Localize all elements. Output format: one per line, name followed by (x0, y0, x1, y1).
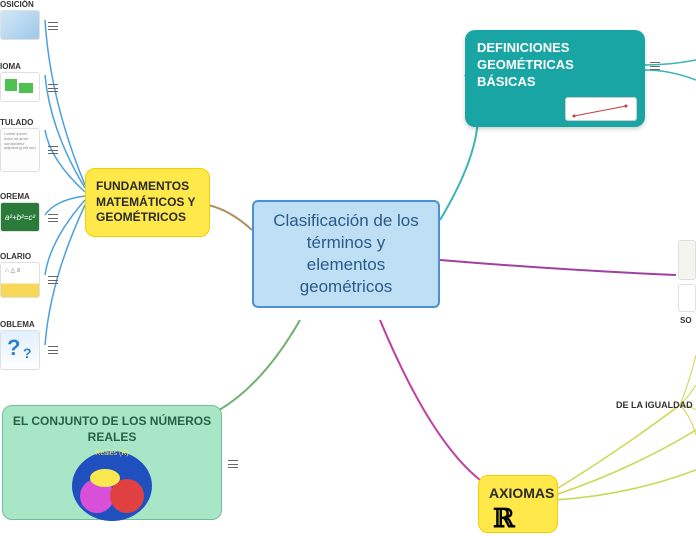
expand-icon[interactable] (228, 460, 238, 468)
definiciones-thumbnail (565, 97, 637, 121)
expand-icon[interactable] (650, 62, 660, 70)
tulado-thumb[interactable]: Lorem ipsum dolor sit amet consectetur a… (0, 128, 40, 172)
ioma-label: IOMA (0, 62, 21, 71)
igualdad-label[interactable]: DE LA IGUALDAD (616, 400, 693, 410)
expand-icon[interactable] (48, 22, 58, 30)
fundamentos-label: FUNDAMENTOS MATEMÁTICOS Y GEOMÉTRICOS (96, 179, 195, 224)
definiciones-label: DEFINICIONES GEOMÉTRICAS BÁSICAS (477, 40, 574, 89)
osicion-label: OSICIÓN (0, 0, 34, 9)
ioma-thumb[interactable] (0, 72, 40, 102)
so-thumbnail-2[interactable] (678, 284, 696, 312)
axiomas-graphic: ℝ (493, 502, 515, 536)
axiomas-node[interactable]: AXIOMAS ℝ (478, 475, 558, 533)
expand-icon[interactable] (48, 146, 58, 154)
expand-icon[interactable] (48, 276, 58, 284)
fundamentos-node[interactable]: FUNDAMENTOS MATEMÁTICOS Y GEOMÉTRICOS (85, 168, 210, 237)
so-thumbnail[interactable] (678, 240, 696, 280)
osicion-thumb[interactable] (0, 10, 40, 40)
central-node[interactable]: Clasificación de los términos y elemento… (252, 200, 440, 308)
expand-icon[interactable] (48, 84, 58, 92)
conjunto-node[interactable]: EL CONJUNTO DE LOS NÚMEROS REALES Reales… (2, 405, 222, 520)
axiomas-label: AXIOMAS (489, 485, 554, 501)
tulado-label: TULADO (0, 118, 33, 127)
definiciones-node[interactable]: DEFINICIONES GEOMÉTRICAS BÁSICAS (465, 30, 645, 127)
expand-icon[interactable] (48, 214, 58, 222)
venn-diagram: Reales (R) (62, 451, 162, 521)
orema-thumb[interactable]: a²+b²=c² (0, 202, 40, 232)
conjunto-label: EL CONJUNTO DE LOS NÚMEROS REALES (13, 414, 211, 444)
so-label: SO (680, 316, 692, 325)
olario-thumb[interactable]: ∴ △ ≡ (0, 262, 40, 298)
oblema-label: OBLEMA (0, 320, 35, 329)
orema-label: OREMA (0, 192, 30, 201)
expand-icon[interactable] (48, 346, 58, 354)
olario-label: OLARIO (0, 252, 31, 261)
oblema-thumb[interactable]: ? ? (0, 330, 40, 370)
central-label: Clasificación de los términos y elemento… (273, 211, 419, 296)
